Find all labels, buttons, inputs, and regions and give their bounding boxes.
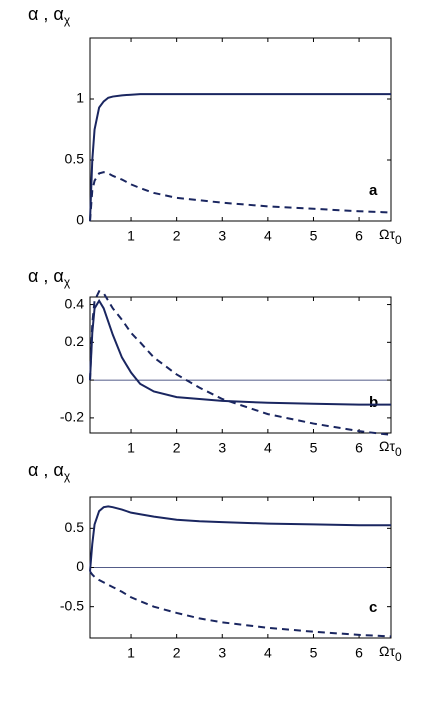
x-tick-label: 1 xyxy=(127,645,135,661)
x-tick-label: 5 xyxy=(310,228,318,244)
y-axis-label-sub: χ xyxy=(64,13,71,27)
x-tick-label: 6 xyxy=(355,440,363,456)
y-axis-label: α , αχ xyxy=(28,4,71,27)
x-tick-label: 1 xyxy=(127,440,135,456)
data-line xyxy=(89,298,391,406)
x-tick-label: 6 xyxy=(355,228,363,244)
x-tick-label: 6 xyxy=(355,645,363,661)
y-axis-label-main: α , α xyxy=(28,4,64,24)
panel-label: a xyxy=(369,182,378,199)
plot-area xyxy=(89,296,392,434)
x-axis-label-main: Ωτ xyxy=(379,438,395,454)
y-axis-label-main: α , α xyxy=(28,266,64,286)
y-tick-label: 0 xyxy=(76,558,84,574)
y-tick-label: -0.5 xyxy=(60,597,84,613)
x-tick-label: 3 xyxy=(218,440,226,456)
x-axis-label-sub: 0 xyxy=(395,445,402,459)
x-tick-label: 4 xyxy=(264,645,272,661)
y-tick-label: 0.5 xyxy=(65,151,85,167)
y-tick-label: 1 xyxy=(76,90,84,106)
y-tick-label: 0.5 xyxy=(65,519,85,535)
x-tick-label: 5 xyxy=(310,440,318,456)
x-tick-label: 2 xyxy=(173,228,181,244)
data-line xyxy=(89,570,392,638)
panel-label: b xyxy=(369,394,378,411)
y-tick-label: 0.4 xyxy=(65,295,85,311)
x-axis-label: Ωτ0 xyxy=(379,438,402,459)
y-tick-label: 0 xyxy=(76,371,84,387)
y-axis-label: α , αχ xyxy=(28,460,71,483)
x-tick-label: 5 xyxy=(310,645,318,661)
data-line xyxy=(89,171,392,222)
x-axis-label-sub: 0 xyxy=(395,650,402,664)
x-tick-label: 2 xyxy=(173,440,181,456)
data-line xyxy=(89,505,391,572)
x-axis-label: Ωτ0 xyxy=(379,643,402,664)
x-tick-label: 2 xyxy=(173,645,181,661)
x-axis-label-main: Ωτ xyxy=(379,643,395,659)
y-axis-label-sub: χ xyxy=(64,275,71,289)
x-axis-label-sub: 0 xyxy=(395,233,402,247)
data-line xyxy=(89,290,392,436)
x-tick-label: 1 xyxy=(127,228,135,244)
y-tick-label: -0.2 xyxy=(60,409,84,425)
x-tick-label: 4 xyxy=(264,228,272,244)
y-axis-label: α , αχ xyxy=(28,266,71,289)
y-tick-label: 0.2 xyxy=(65,333,85,349)
x-tick-label: 4 xyxy=(264,440,272,456)
x-tick-label: 3 xyxy=(218,645,226,661)
x-axis-label: Ωτ0 xyxy=(379,226,402,247)
y-axis-label-main: α , α xyxy=(28,460,64,480)
data-line xyxy=(89,93,391,222)
y-tick-label: 0 xyxy=(76,212,84,228)
plot-area xyxy=(89,37,392,222)
y-axis-label-sub: χ xyxy=(64,469,71,483)
x-axis-label-main: Ωτ xyxy=(379,226,395,242)
panel-label: c xyxy=(369,599,377,616)
x-tick-label: 3 xyxy=(218,228,226,244)
